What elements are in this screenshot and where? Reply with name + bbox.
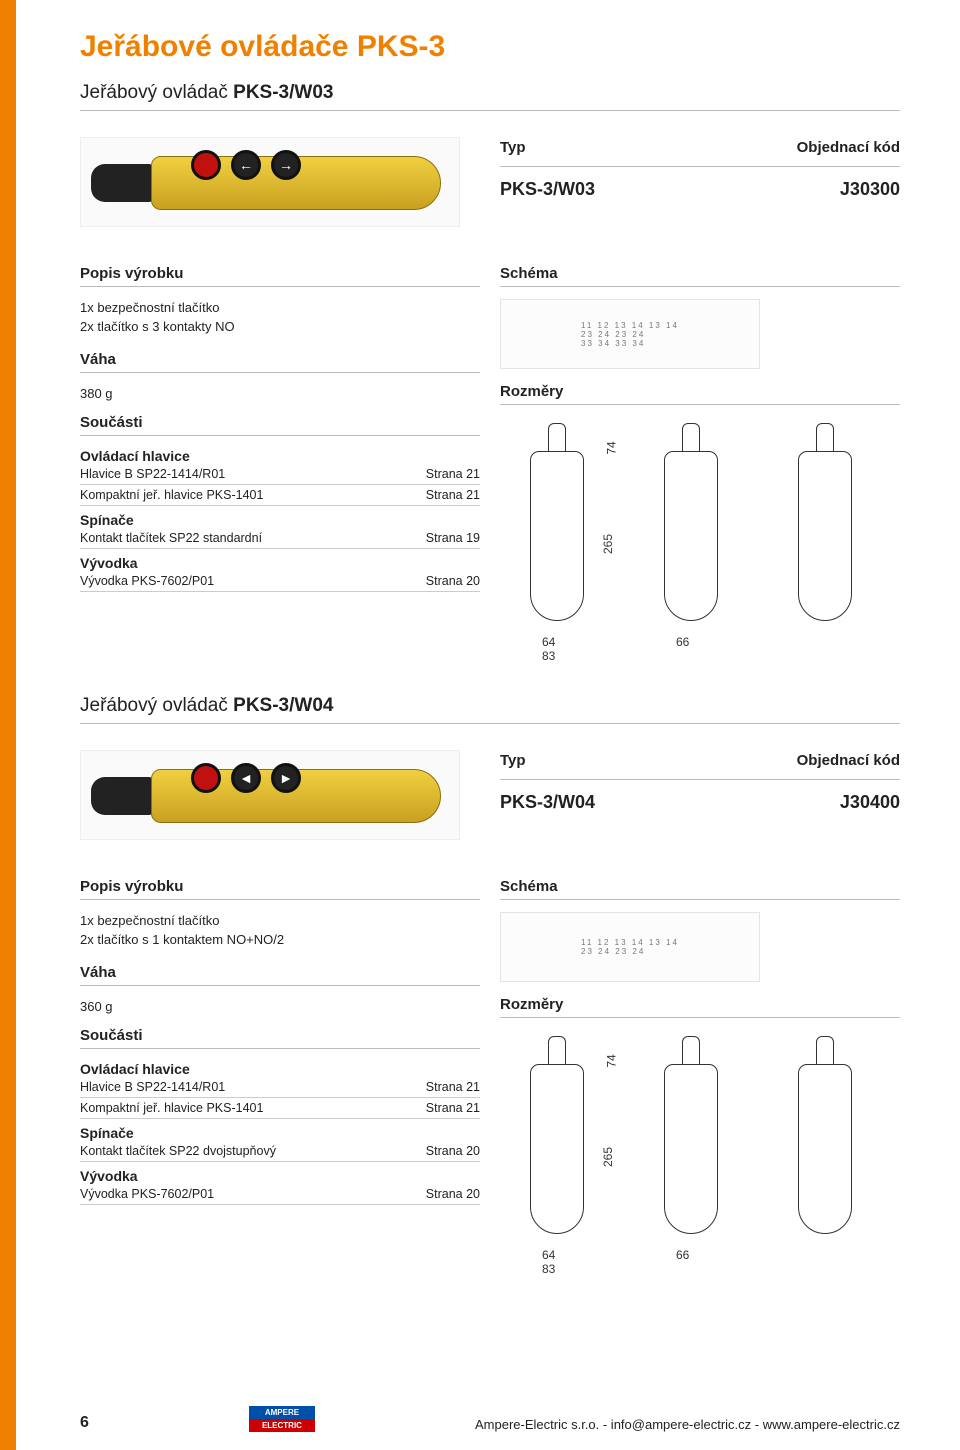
weight-value: 380 g	[80, 385, 480, 404]
table-row: Kompaktní jeř. hlavice PKS-1401Strana 21	[80, 1097, 480, 1118]
divider	[80, 1048, 480, 1049]
schema-diagram: 11 12 13 14 13 14 23 24 23 24 33 34 33 3…	[500, 299, 760, 369]
vaha-heading: Váha	[80, 964, 480, 981]
soucasti-heading: Součásti	[80, 1027, 480, 1044]
vyvodka-label: Vývodka	[80, 1168, 480, 1184]
popis-heading: Popis výrobku	[80, 265, 480, 282]
page-footer: 6 AMPERE ELECTRIC Ampere-Electric s.r.o.…	[80, 1406, 900, 1432]
spinace-label: Spínače	[80, 512, 480, 528]
product-image-w03: ← →	[80, 137, 460, 227]
divider	[500, 286, 900, 287]
obj-heading: Objednací kód	[710, 139, 900, 156]
order-code-value: J30300	[840, 179, 900, 200]
schema-diagram: 11 12 13 14 13 14 23 24 23 24	[500, 912, 760, 982]
btn-right-icon: →	[271, 150, 301, 180]
divider	[80, 286, 480, 287]
section-prefix: Jeřábový ovládač	[80, 695, 233, 716]
table-row: Hlavice B SP22-1414/R01Strana 21	[80, 464, 480, 485]
btn-left-icon: ←	[231, 150, 261, 180]
typ-heading: Typ	[500, 139, 690, 156]
divider	[500, 1017, 900, 1018]
type-value: PKS-3/W03	[500, 179, 595, 200]
divider	[80, 723, 900, 724]
divider	[80, 435, 480, 436]
section-prefix: Jeřábový ovládač	[80, 82, 233, 103]
section-model: PKS-3/W03	[233, 82, 333, 103]
weight-value: 360 g	[80, 998, 480, 1017]
parts-table-hlavice: Hlavice B SP22-1414/R01Strana 21 Kompakt…	[80, 1077, 480, 1119]
rozmery-heading: Rozměry	[500, 383, 900, 400]
table-row: Vývodka PKS-7602/P01Strana 20	[80, 1184, 480, 1205]
desc-line: 2x tlačítko s 1 kontaktem NO+NO/2	[80, 931, 480, 950]
vaha-heading: Váha	[80, 351, 480, 368]
table-row: Kompaktní jeř. hlavice PKS-1401Strana 21	[80, 484, 480, 505]
schema-heading: Schéma	[500, 878, 900, 895]
rozmery-heading: Rozměry	[500, 996, 900, 1013]
divider	[500, 166, 900, 167]
section-title-w04: Jeřábový ovládač PKS-3/W04	[80, 695, 900, 717]
parts-table-vyvodka: Vývodka PKS-7602/P01Strana 20	[80, 1184, 480, 1205]
product-image-w04: ◄ ►	[80, 750, 460, 840]
btn-left-icon: ◄	[231, 763, 261, 793]
left-accent-bar	[0, 0, 16, 1450]
divider	[500, 779, 900, 780]
order-code-value: J30400	[840, 792, 900, 813]
dimensions-diagram: 74 265 64 83 66	[500, 417, 900, 647]
divider	[80, 372, 480, 373]
ovl-hlavice-label: Ovládací hlavice	[80, 1061, 480, 1077]
btn-emergency-icon	[191, 763, 221, 793]
table-row: Vývodka PKS-7602/P01Strana 20	[80, 571, 480, 592]
divider	[80, 110, 900, 111]
obj-heading: Objednací kód	[710, 752, 900, 769]
dimensions-diagram: 74 265 64 83 66	[500, 1030, 900, 1260]
spinace-label: Spínače	[80, 1125, 480, 1141]
typ-heading: Typ	[500, 752, 690, 769]
desc-line: 1x bezpečnostní tlačítko	[80, 299, 480, 318]
parts-table-vyvodka: Vývodka PKS-7602/P01Strana 20	[80, 571, 480, 592]
table-row: Hlavice B SP22-1414/R01Strana 21	[80, 1077, 480, 1098]
btn-emergency-icon	[191, 150, 221, 180]
desc-line: 1x bezpečnostní tlačítko	[80, 912, 480, 931]
ovl-hlavice-label: Ovládací hlavice	[80, 448, 480, 464]
btn-right-icon: ►	[271, 763, 301, 793]
vyvodka-label: Vývodka	[80, 555, 480, 571]
parts-table-hlavice: Hlavice B SP22-1414/R01Strana 21 Kompakt…	[80, 464, 480, 506]
type-value: PKS-3/W04	[500, 792, 595, 813]
popis-heading: Popis výrobku	[80, 878, 480, 895]
schema-heading: Schéma	[500, 265, 900, 282]
table-row: Kontakt tlačítek SP22 dvojstupňovýStrana…	[80, 1141, 480, 1162]
divider	[500, 899, 900, 900]
divider	[80, 985, 480, 986]
footer-text: Ampere-Electric s.r.o. - info@ampere-ele…	[475, 1417, 900, 1432]
brand-logo: AMPERE ELECTRIC	[249, 1406, 315, 1432]
section-model: PKS-3/W04	[233, 695, 333, 716]
divider	[80, 899, 480, 900]
page-number: 6	[80, 1414, 89, 1432]
table-row: Kontakt tlačítek SP22 standardníStrana 1…	[80, 528, 480, 549]
section-title-w03: Jeřábový ovládač PKS-3/W03	[80, 82, 900, 104]
desc-line: 2x tlačítko s 3 kontakty NO	[80, 318, 480, 337]
parts-table-spinace: Kontakt tlačítek SP22 standardníStrana 1…	[80, 528, 480, 549]
parts-table-spinace: Kontakt tlačítek SP22 dvojstupňovýStrana…	[80, 1141, 480, 1162]
divider	[500, 404, 900, 405]
page-title: Jeřábové ovládače PKS-3	[80, 30, 900, 64]
soucasti-heading: Součásti	[80, 414, 480, 431]
